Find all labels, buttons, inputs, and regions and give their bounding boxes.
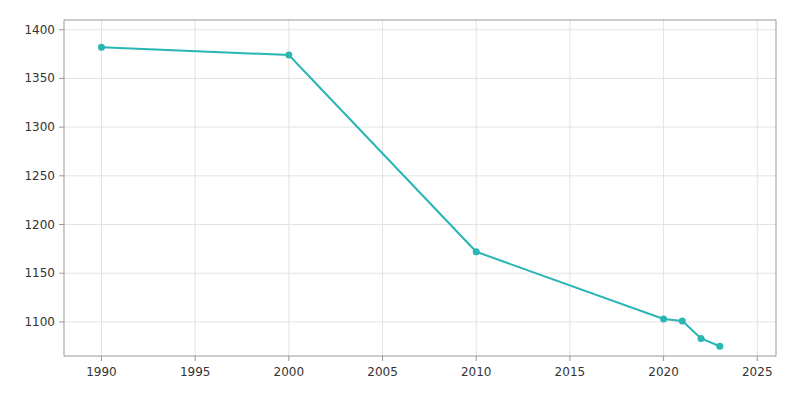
axes: 1990 1995 2000 2005 2010 2015 2020 2025 1100 1150… — [24, 23, 772, 379]
y-tick — [59, 321, 64, 322]
plot-frame — [64, 20, 776, 356]
marker — [660, 315, 667, 322]
grid-line-y — [64, 175, 776, 176]
marker — [285, 52, 292, 59]
grid-line-x — [663, 20, 664, 356]
grid-line-x — [101, 20, 102, 356]
grid-line-y — [64, 127, 776, 128]
x-tick-label: 1995 — [180, 365, 211, 379]
y-tick-label: 1200 — [24, 218, 55, 232]
y-tick-label: 1350 — [24, 71, 55, 85]
grid-line-y — [64, 321, 776, 322]
grid-line-x — [195, 20, 196, 356]
grid-line-x — [569, 20, 570, 356]
marker — [679, 317, 686, 324]
marker — [698, 335, 705, 342]
x-tick — [101, 356, 102, 361]
x-tick — [195, 356, 196, 361]
grid-line-y — [64, 29, 776, 30]
y-tick-label: 1300 — [24, 120, 55, 134]
y-tick — [59, 273, 64, 274]
x-tick — [663, 356, 664, 361]
x-tick — [288, 356, 289, 361]
x-tick-label: 2015 — [555, 365, 586, 379]
grid — [64, 20, 776, 356]
x-tick-label: 2005 — [367, 365, 398, 379]
grid-line-x — [476, 20, 477, 356]
y-tick — [59, 78, 64, 79]
x-tick — [757, 356, 758, 361]
chart-container: 1990 1995 2000 2005 2010 2015 2020 2025 1100 1150… — [0, 0, 800, 400]
grid-line-x — [382, 20, 383, 356]
x-tick — [569, 356, 570, 361]
y-tick — [59, 224, 64, 225]
chart: 1990 1995 2000 2005 2010 2015 2020 2025 1100 1150… — [0, 0, 800, 400]
y-tick-label: 1150 — [24, 266, 55, 280]
grid-line-y — [64, 78, 776, 79]
x-tick — [382, 356, 383, 361]
x-tick-label: 1990 — [86, 365, 117, 379]
y-tick — [59, 29, 64, 30]
marker — [473, 248, 480, 255]
grid-line-y — [64, 224, 776, 225]
x-tick-label: 2020 — [648, 365, 679, 379]
grid-line-y — [64, 273, 776, 274]
line — [101, 47, 719, 346]
grid-line-x — [757, 20, 758, 356]
y-tick-label: 1400 — [24, 23, 55, 37]
y-tick-label: 1100 — [24, 315, 55, 329]
y-tick — [59, 175, 64, 176]
x-tick-label: 2010 — [461, 365, 492, 379]
marker — [716, 343, 723, 350]
grid-line-x — [288, 20, 289, 356]
y-tick — [59, 127, 64, 128]
x-tick — [476, 356, 477, 361]
y-tick-label: 1250 — [24, 169, 55, 183]
marker — [98, 44, 105, 51]
series — [98, 44, 723, 350]
x-tick-label: 2000 — [274, 365, 305, 379]
x-tick-label: 2025 — [742, 365, 773, 379]
